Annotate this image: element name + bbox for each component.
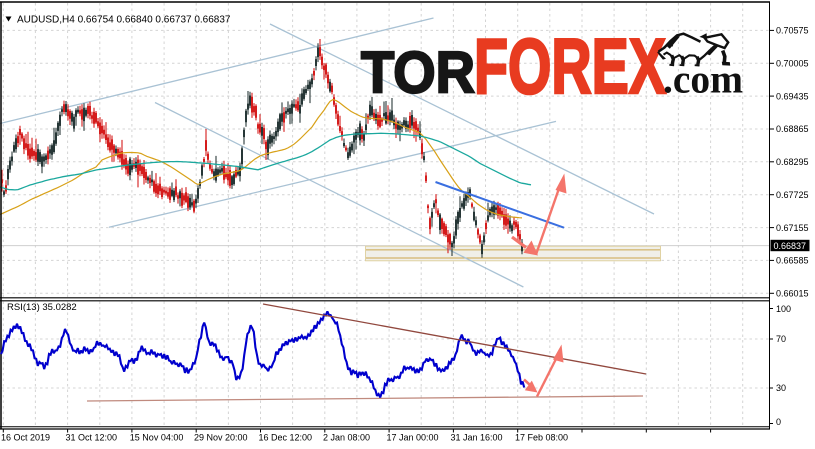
svg-text:0.70005: 0.70005 xyxy=(776,59,809,69)
svg-text:31 Oct 12:00: 31 Oct 12:00 xyxy=(66,433,118,443)
svg-text:0.67725: 0.67725 xyxy=(776,190,809,200)
svg-text:17 Feb 08:00: 17 Feb 08:00 xyxy=(515,433,568,443)
svg-text:16 Oct 2019: 16 Oct 2019 xyxy=(1,433,50,443)
svg-text:70: 70 xyxy=(776,334,786,344)
svg-text:TOR: TOR xyxy=(361,41,475,106)
svg-text:29 Nov 20:00: 29 Nov 20:00 xyxy=(194,433,248,443)
svg-text:31 Jan 16:00: 31 Jan 16:00 xyxy=(451,433,503,443)
svg-text:15 Nov 04:00: 15 Nov 04:00 xyxy=(130,433,184,443)
svg-text:0.70575: 0.70575 xyxy=(776,26,809,36)
svg-text:0.66015: 0.66015 xyxy=(776,289,809,299)
svg-text:0.68865: 0.68865 xyxy=(776,124,809,134)
svg-text:0.69435: 0.69435 xyxy=(776,91,809,101)
svg-text:17 Jan 00:00: 17 Jan 00:00 xyxy=(387,433,439,443)
svg-text:0.67155: 0.67155 xyxy=(776,223,809,233)
svg-text:30: 30 xyxy=(776,383,786,393)
svg-text:16 Dec 12:00: 16 Dec 12:00 xyxy=(259,433,313,443)
svg-text:0.68295: 0.68295 xyxy=(776,157,809,167)
svg-text:100: 100 xyxy=(776,304,791,314)
svg-text:0.66585: 0.66585 xyxy=(776,256,809,266)
svg-text:0.66837: 0.66837 xyxy=(774,241,807,251)
svg-text:.com: .com xyxy=(663,57,743,102)
svg-text:2 Jan 08:00: 2 Jan 08:00 xyxy=(323,433,370,443)
svg-text:AUDUSD,H4 0.66754 0.66840 0.6: AUDUSD,H4 0.66754 0.66840 0.66737 0.6683… xyxy=(17,15,231,26)
svg-text:RSI(13) 35.0282: RSI(13) 35.0282 xyxy=(7,302,77,313)
svg-text:0: 0 xyxy=(776,417,781,427)
svg-text:FOREX: FOREX xyxy=(474,22,666,110)
